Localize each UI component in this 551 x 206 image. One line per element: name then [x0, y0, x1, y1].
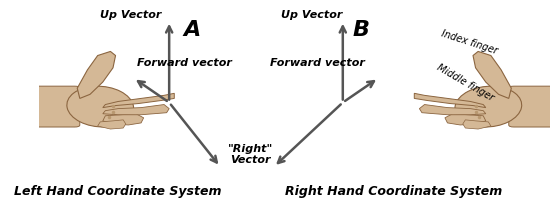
Polygon shape: [103, 114, 144, 125]
Polygon shape: [473, 52, 511, 99]
Text: "Right"
Vector: "Right" Vector: [228, 143, 273, 165]
Text: Up Vector: Up Vector: [100, 9, 161, 19]
Text: Index finger: Index finger: [440, 28, 499, 56]
Text: Middle finger: Middle finger: [435, 62, 495, 103]
Text: Forward vector: Forward vector: [270, 57, 365, 67]
Text: A: A: [183, 20, 201, 40]
Text: Right Hand Coordinate System: Right Hand Coordinate System: [285, 184, 503, 197]
Text: Forward vector: Forward vector: [137, 57, 232, 67]
Polygon shape: [419, 105, 486, 115]
Polygon shape: [445, 114, 486, 125]
Polygon shape: [463, 120, 491, 129]
FancyBboxPatch shape: [509, 87, 551, 127]
Polygon shape: [77, 52, 116, 99]
Polygon shape: [103, 105, 169, 115]
Polygon shape: [414, 94, 486, 108]
FancyBboxPatch shape: [34, 87, 80, 127]
Text: Up Vector: Up Vector: [282, 9, 343, 19]
Ellipse shape: [67, 87, 133, 127]
Polygon shape: [103, 94, 174, 108]
Ellipse shape: [455, 87, 522, 127]
Text: B: B: [352, 20, 369, 40]
Polygon shape: [98, 120, 126, 129]
Text: Left Hand Coordinate System: Left Hand Coordinate System: [14, 184, 222, 197]
